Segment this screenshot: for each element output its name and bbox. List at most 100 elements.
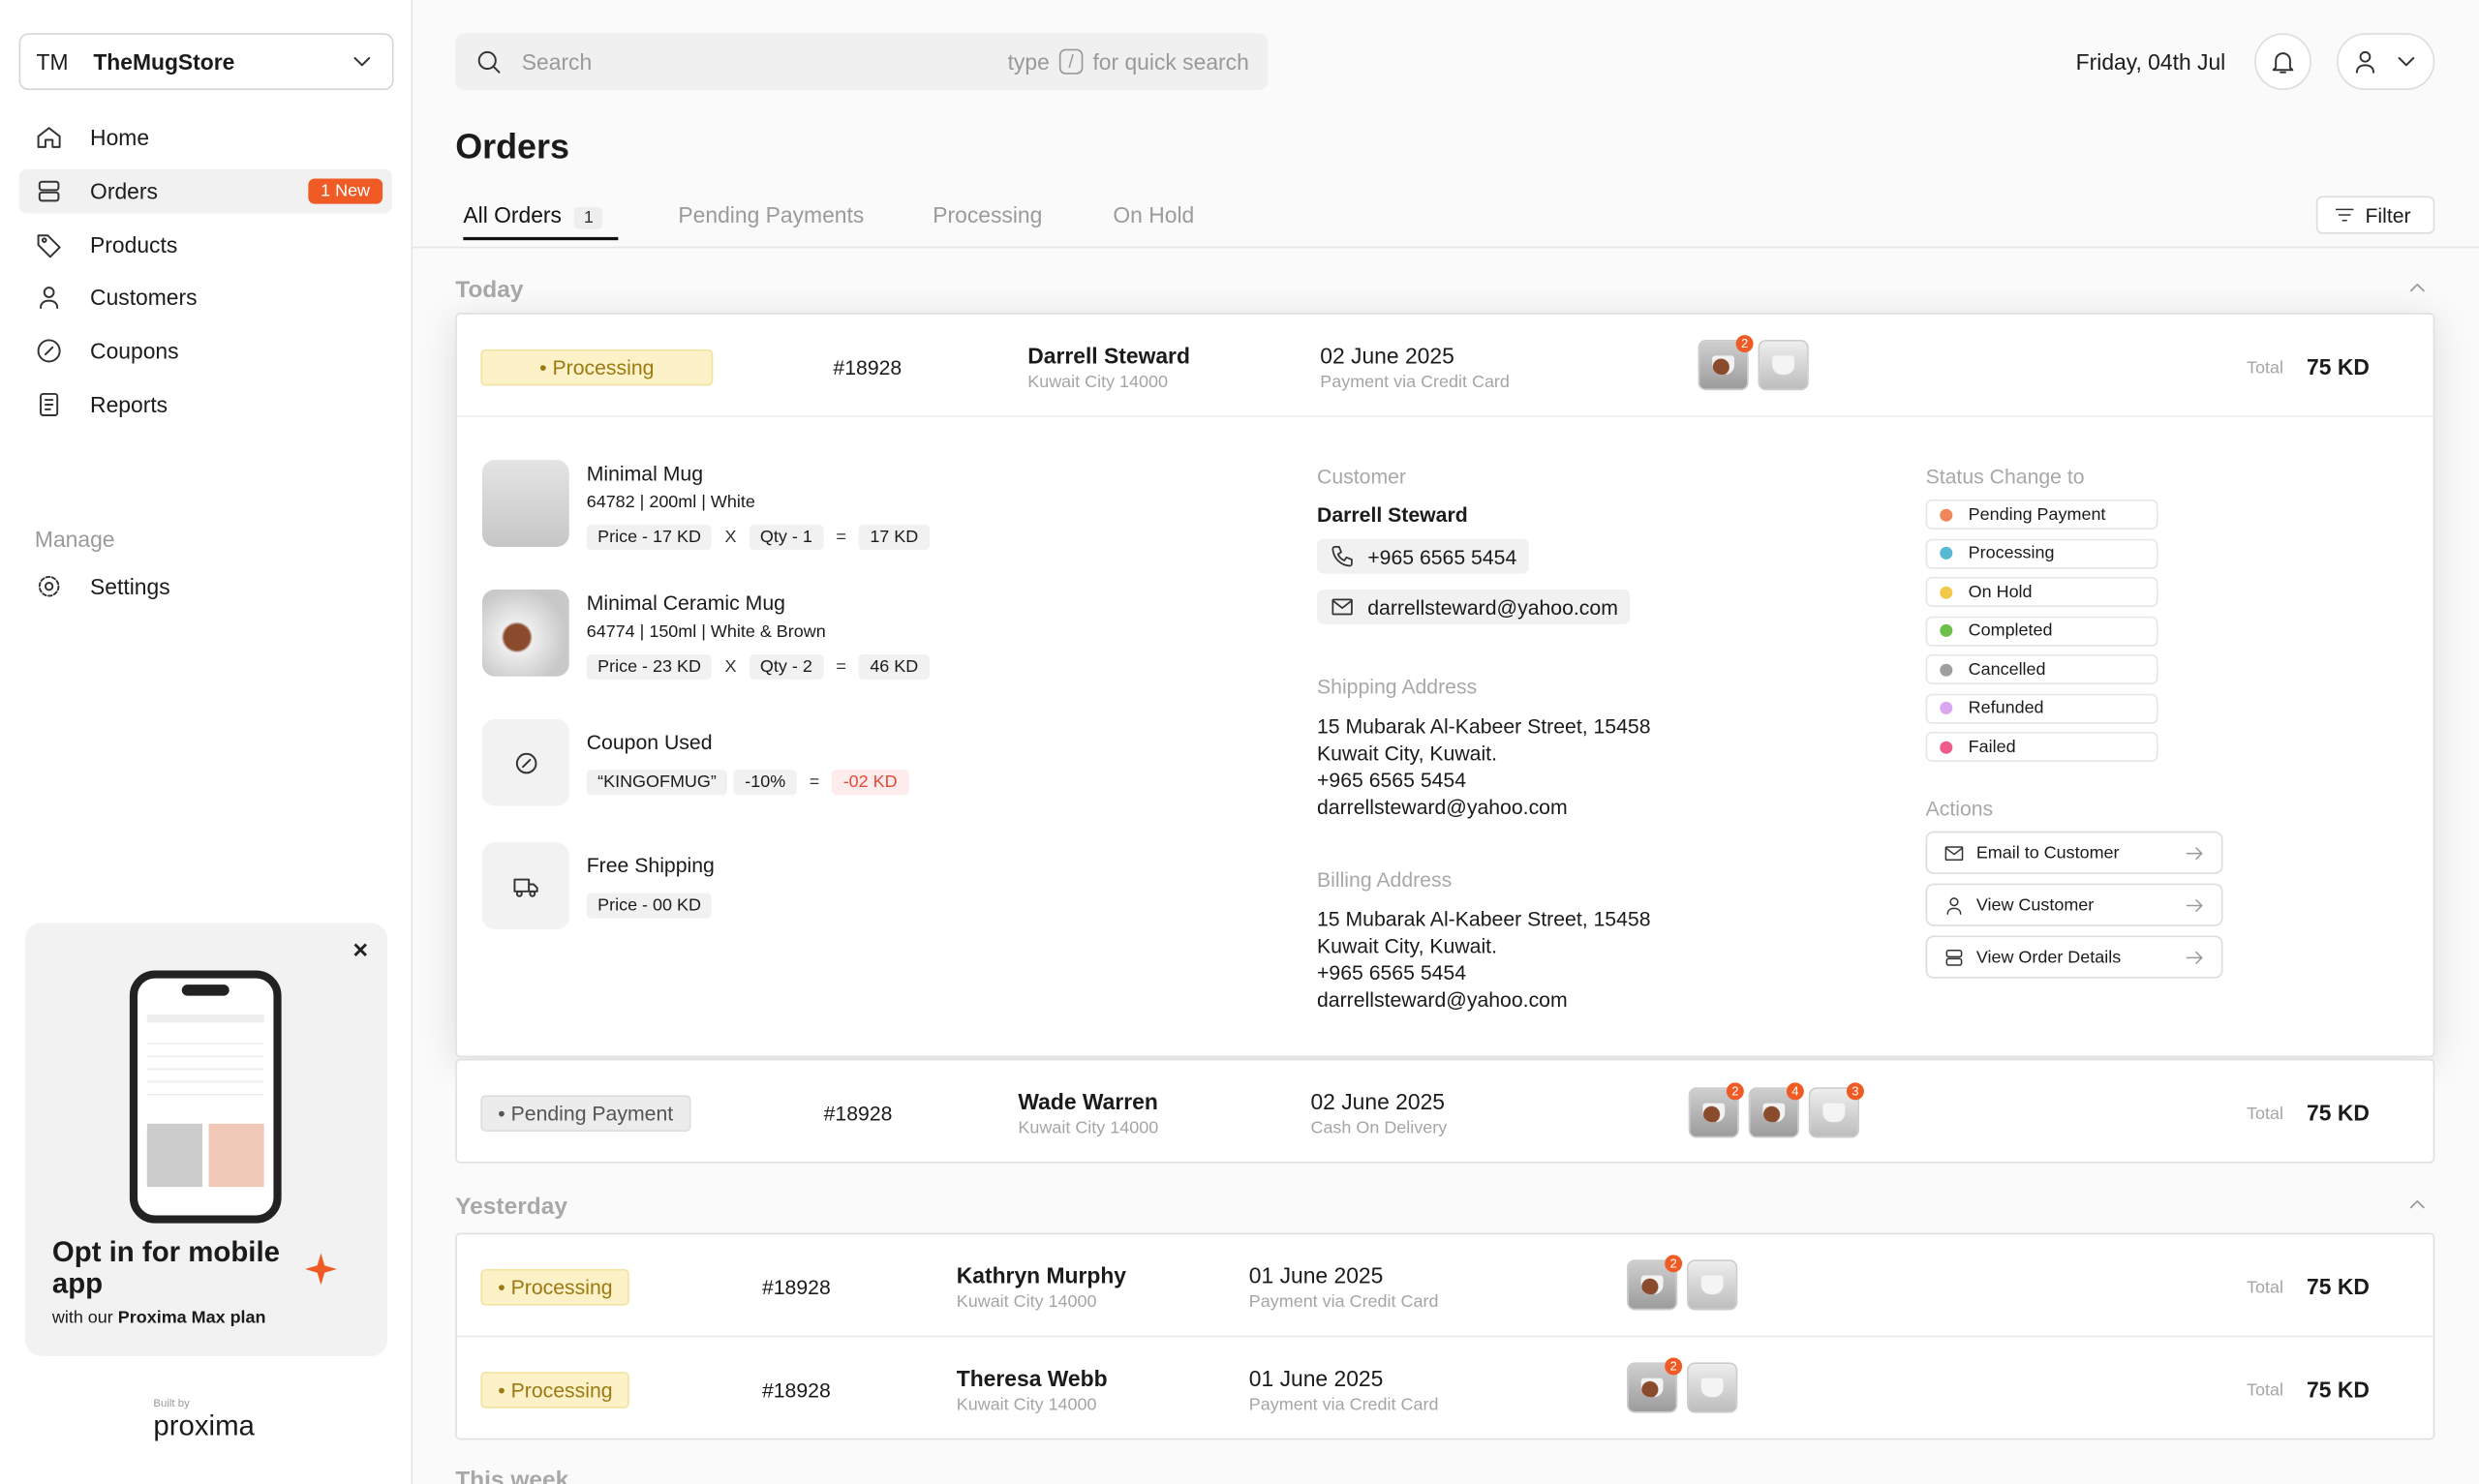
order-row[interactable]: • Processing #18928 Theresa Webb Kuwait … xyxy=(457,1337,2433,1439)
item-name: Minimal Ceramic Mug xyxy=(586,591,785,616)
icon xyxy=(37,339,61,363)
chevron xyxy=(353,57,371,67)
payment: Cash On Delivery xyxy=(1310,1118,1448,1138)
store-name: TheMugStore xyxy=(93,48,235,75)
nav-label: Products xyxy=(90,231,178,258)
order-row[interactable]: • Processing #18928 Kathryn Murphy Kuwai… xyxy=(456,1234,2433,1338)
action-button[interactable]: Email to Customer xyxy=(1925,831,2223,874)
filter-button[interactable]: Filter xyxy=(2315,196,2435,234)
line: darrellsteward@yahoo.com xyxy=(1317,987,1568,1012)
date: 02 June 2025 xyxy=(1320,343,1454,369)
filter-icon xyxy=(2335,208,2354,222)
line-total: 46 KD xyxy=(858,653,930,681)
city: Kuwait City 14000 xyxy=(956,1395,1097,1415)
status-dot xyxy=(1940,585,1953,598)
status-option[interactable]: Processing xyxy=(1925,537,2158,568)
status-dot xyxy=(1940,623,1953,637)
promo-plan: Proxima Max plan xyxy=(117,1308,266,1328)
order-row[interactable]: • Pending Payment #18928 Wade Warren Kuw… xyxy=(457,1061,2433,1164)
tab[interactable]: Processing xyxy=(933,201,1043,228)
thumb-badge: 2 xyxy=(1735,335,1754,353)
sidebar: TM TheMugStore Home Orders 1 New Products … xyxy=(0,0,413,1484)
status-option[interactable]: Refunded xyxy=(1925,692,2158,723)
status-option[interactable]: Pending Payment xyxy=(1925,499,2158,530)
group-label: This week xyxy=(455,1467,569,1484)
status-dot xyxy=(1940,740,1953,753)
bell xyxy=(2272,52,2294,74)
action-label: View Order Details xyxy=(1975,947,2122,967)
status-label: On Hold xyxy=(1968,582,2033,602)
nav-item[interactable]: Customers xyxy=(19,275,392,319)
status: • Processing xyxy=(480,1372,630,1408)
store-switcher[interactable]: TM TheMugStore xyxy=(18,33,394,91)
thumbnail: 2 xyxy=(1698,335,1754,391)
icon xyxy=(512,877,537,896)
nav-item[interactable]: Coupons xyxy=(19,329,392,374)
arrow xyxy=(2186,898,2203,912)
section-heading: Customer xyxy=(1317,464,1407,489)
nav-item[interactable]: Products xyxy=(19,223,392,267)
email-text: darrellsteward@yahoo.com xyxy=(1367,594,1618,620)
operator: X xyxy=(724,657,737,677)
sku: 64774 xyxy=(586,622,635,642)
user-menu[interactable] xyxy=(2337,33,2435,91)
status-option[interactable]: Cancelled xyxy=(1925,653,2158,684)
built-by: Built by xyxy=(153,1398,190,1410)
status-label: Refunded xyxy=(1968,698,2044,718)
status-option[interactable]: Failed xyxy=(1925,731,2158,762)
status-option[interactable]: On Hold xyxy=(1925,576,2158,607)
section-heading: Actions xyxy=(1925,796,1994,821)
nav-label: Customers xyxy=(90,284,198,310)
operator: = xyxy=(836,528,846,547)
collapse[interactable] xyxy=(2404,1192,2430,1217)
email[interactable]: darrellsteward@yahoo.com xyxy=(1317,589,1631,624)
search-key: / xyxy=(1058,48,1084,75)
mail-icon xyxy=(1331,598,1353,616)
date: Friday, 04th Jul xyxy=(2075,48,2226,75)
order-row[interactable]: • Processing #18928 Darrell Steward Kuwa… xyxy=(456,315,2433,418)
status-label: Processing xyxy=(1968,543,2055,563)
qty: Qty - 2 xyxy=(749,653,824,681)
color: White & Brown xyxy=(710,622,826,642)
thumbnail: 2 xyxy=(1626,1357,1683,1413)
city: Kuwait City 14000 xyxy=(956,1292,1097,1313)
close-button[interactable] xyxy=(350,939,372,961)
coupon-icon xyxy=(481,718,569,806)
nav-item[interactable]: Reports xyxy=(19,382,392,427)
order-card: • Processing #18928 Kathryn Murphy Kuwai… xyxy=(455,1232,2435,1440)
tab[interactable]: Pending Payments xyxy=(678,201,865,228)
shipping-price: Price - 00 KD xyxy=(586,893,713,919)
tab[interactable]: All Orders 1 xyxy=(463,202,619,241)
tab[interactable]: On Hold xyxy=(1113,201,1195,228)
user xyxy=(2355,50,2375,74)
icon xyxy=(40,392,59,416)
operator: X xyxy=(724,528,737,547)
section-heading: Manage xyxy=(34,526,115,552)
payment: Payment via Credit Card xyxy=(1320,373,1510,392)
section-heading: Shipping Address xyxy=(1317,675,1478,699)
status: • Pending Payment xyxy=(480,1095,691,1132)
total-label: Total xyxy=(2247,358,2283,379)
status-option[interactable]: Completed xyxy=(1925,615,2158,646)
customer: Kathryn Murphy xyxy=(956,1262,1127,1288)
line: +965 6565 5454 xyxy=(1317,768,1467,792)
phone[interactable]: +965 6565 5454 xyxy=(1317,538,1530,574)
collapse[interactable] xyxy=(2404,275,2430,300)
customer: Darrell Steward xyxy=(1027,343,1190,369)
nav-item[interactable]: Orders 1 New xyxy=(18,168,392,214)
section-heading: Billing Address xyxy=(1317,867,1453,892)
coupon-discount: -10% xyxy=(733,770,797,796)
sku: 64782 xyxy=(586,493,635,512)
qty: Qty - 1 xyxy=(749,525,824,551)
action-button[interactable]: View Customer xyxy=(1925,883,2223,926)
action-button[interactable]: View Order Details xyxy=(1925,935,2223,979)
customer-name: Darrell Steward xyxy=(1317,502,1468,527)
nav-item[interactable]: Settings xyxy=(19,564,392,609)
customer: Wade Warren xyxy=(1018,1088,1158,1115)
notifications[interactable] xyxy=(2254,33,2311,91)
nav-item[interactable]: Home xyxy=(19,115,392,160)
search-box[interactable]: Search type / for quick search xyxy=(455,33,1269,91)
group-label: Yesterday xyxy=(455,1193,567,1221)
page-title: Orders xyxy=(455,126,570,167)
